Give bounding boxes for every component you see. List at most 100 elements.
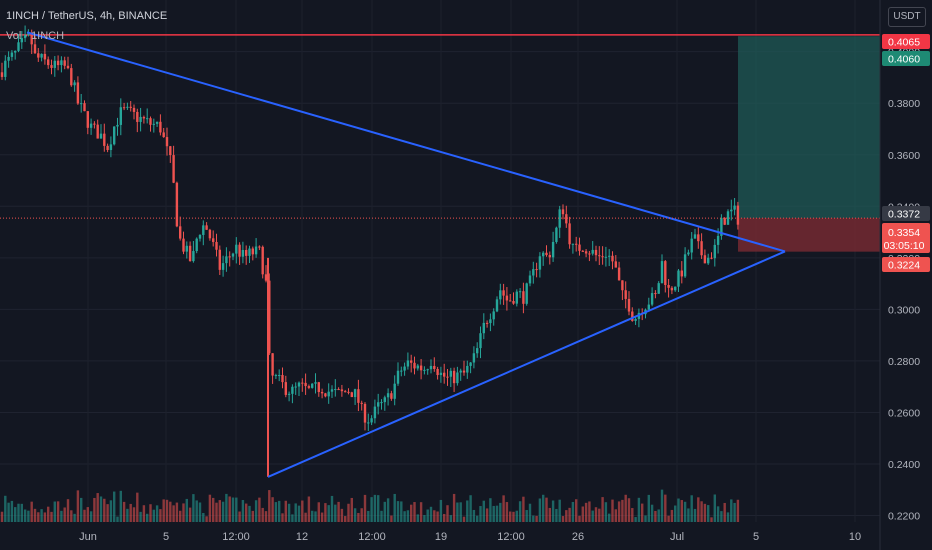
volume-bar <box>344 516 347 522</box>
candle-body <box>268 280 271 354</box>
volume-bar <box>320 512 324 522</box>
candle-body <box>416 365 419 369</box>
volume-bar <box>426 509 429 522</box>
volume-bar <box>650 504 654 522</box>
candle-body <box>515 291 518 304</box>
candle-body <box>502 290 505 296</box>
volume-bar <box>274 502 278 522</box>
volume-bar <box>532 515 535 522</box>
candle-body <box>357 389 360 403</box>
candle-body <box>667 284 670 288</box>
volume-bar <box>416 514 419 522</box>
candle-body <box>456 372 459 384</box>
high-price-label-bg <box>882 206 930 221</box>
volume-bar <box>278 500 281 522</box>
volume-bar <box>396 501 400 522</box>
candle-body <box>479 333 482 349</box>
volume-bar <box>347 503 350 522</box>
candle-body <box>664 261 667 285</box>
volume-bar <box>499 502 502 522</box>
volume-bar <box>231 497 235 522</box>
candle-body <box>647 304 650 310</box>
volume-bar <box>598 508 601 522</box>
candle-body <box>251 248 254 255</box>
candle-body <box>581 250 584 252</box>
price-axis <box>880 0 932 550</box>
candle-body <box>518 291 522 293</box>
volume-bar <box>238 511 241 522</box>
candle-body <box>677 270 680 287</box>
volume-bar <box>674 505 677 522</box>
candle-body <box>80 103 83 105</box>
profit-zone <box>738 36 880 219</box>
volume-bar <box>155 505 159 522</box>
candle-body <box>0 72 4 77</box>
candle-body <box>700 241 703 256</box>
candle-body <box>466 365 469 373</box>
candle-body <box>703 255 707 264</box>
candle-body <box>611 255 614 262</box>
volume-bar <box>733 502 736 522</box>
volume-bar <box>617 501 621 522</box>
candle-body <box>311 383 314 388</box>
volume-bar <box>192 494 195 522</box>
volume-bar <box>324 503 327 522</box>
candle-body <box>363 403 367 423</box>
volume-bar <box>608 513 611 522</box>
candle-body <box>462 370 466 373</box>
volume-bar <box>657 509 660 522</box>
volume-bar <box>126 508 129 522</box>
candle-body <box>730 209 733 212</box>
currency-badge[interactable]: USDT <box>888 7 926 27</box>
candle-body <box>109 144 113 150</box>
triangle-upper-line <box>26 31 786 253</box>
volume-bar <box>4 495 7 522</box>
volume-bar <box>271 497 274 522</box>
volume-bar <box>317 502 320 522</box>
candle-body <box>56 60 60 66</box>
volume-bar <box>548 507 551 522</box>
volume-bar <box>314 511 317 522</box>
volume-bar <box>47 506 50 522</box>
candle-body <box>96 124 99 139</box>
candle-body <box>208 229 212 239</box>
volume-bar <box>80 497 83 522</box>
volume-bar <box>132 507 136 522</box>
candle-body <box>390 393 393 399</box>
volume-bar <box>0 511 4 522</box>
volume-bar <box>116 516 119 522</box>
volume-bar <box>7 502 10 522</box>
candle-body <box>598 255 601 257</box>
volume-bar <box>406 510 410 522</box>
stop-price-label-bg <box>882 257 930 272</box>
volume-bar <box>284 500 287 522</box>
volume-bar <box>667 515 670 522</box>
candle-body <box>119 107 122 125</box>
volume-bar <box>436 511 439 522</box>
candle-body <box>670 287 674 291</box>
volume-bar <box>373 494 377 522</box>
volume-bar <box>641 503 644 522</box>
volume-bar <box>403 511 406 522</box>
candle-body <box>370 418 373 423</box>
candle-body <box>33 44 37 54</box>
candle-body <box>594 249 598 256</box>
candle-body <box>297 382 301 387</box>
candle-body <box>621 280 624 291</box>
candle-body <box>23 34 27 39</box>
candle-body <box>17 42 20 51</box>
candle-body <box>614 261 617 268</box>
volume-bar <box>281 513 284 522</box>
candle-body <box>63 60 66 66</box>
volume-bar <box>337 501 340 522</box>
volume-bar <box>264 511 268 522</box>
volume-bar <box>139 511 142 522</box>
candle-body <box>733 205 736 210</box>
volume-bar <box>525 510 528 522</box>
volume-bar <box>693 508 697 522</box>
candle-body <box>697 234 700 242</box>
volume-bar <box>730 499 733 522</box>
x-tick-label: 5 <box>163 531 169 543</box>
candle-body <box>248 248 251 256</box>
